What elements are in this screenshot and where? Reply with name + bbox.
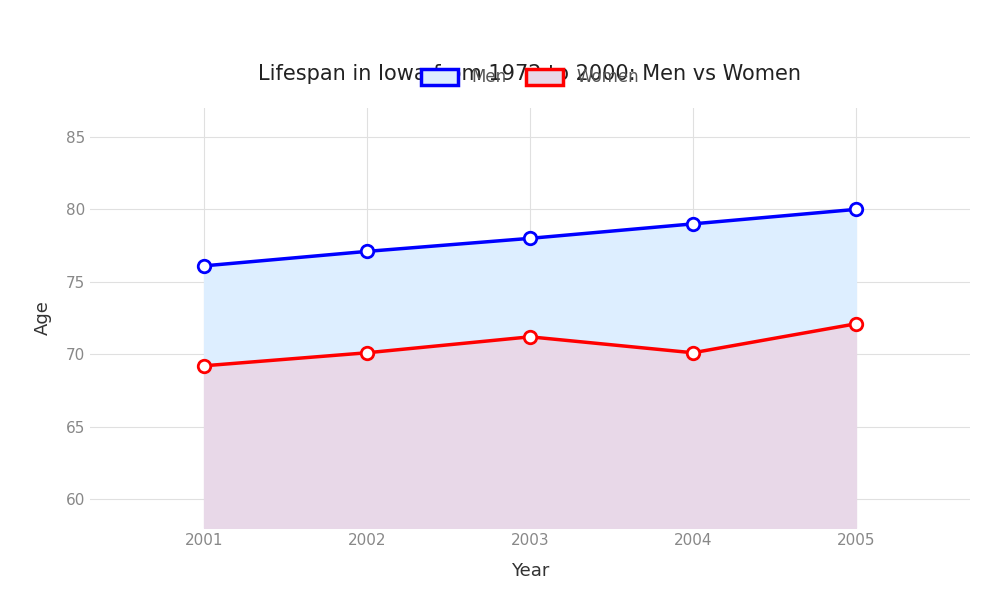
Title: Lifespan in Iowa from 1972 to 2000: Men vs Women: Lifespan in Iowa from 1972 to 2000: Men … xyxy=(258,64,802,84)
X-axis label: Year: Year xyxy=(511,562,549,580)
Y-axis label: Age: Age xyxy=(34,301,52,335)
Legend: Men, Women: Men, Women xyxy=(414,62,646,93)
